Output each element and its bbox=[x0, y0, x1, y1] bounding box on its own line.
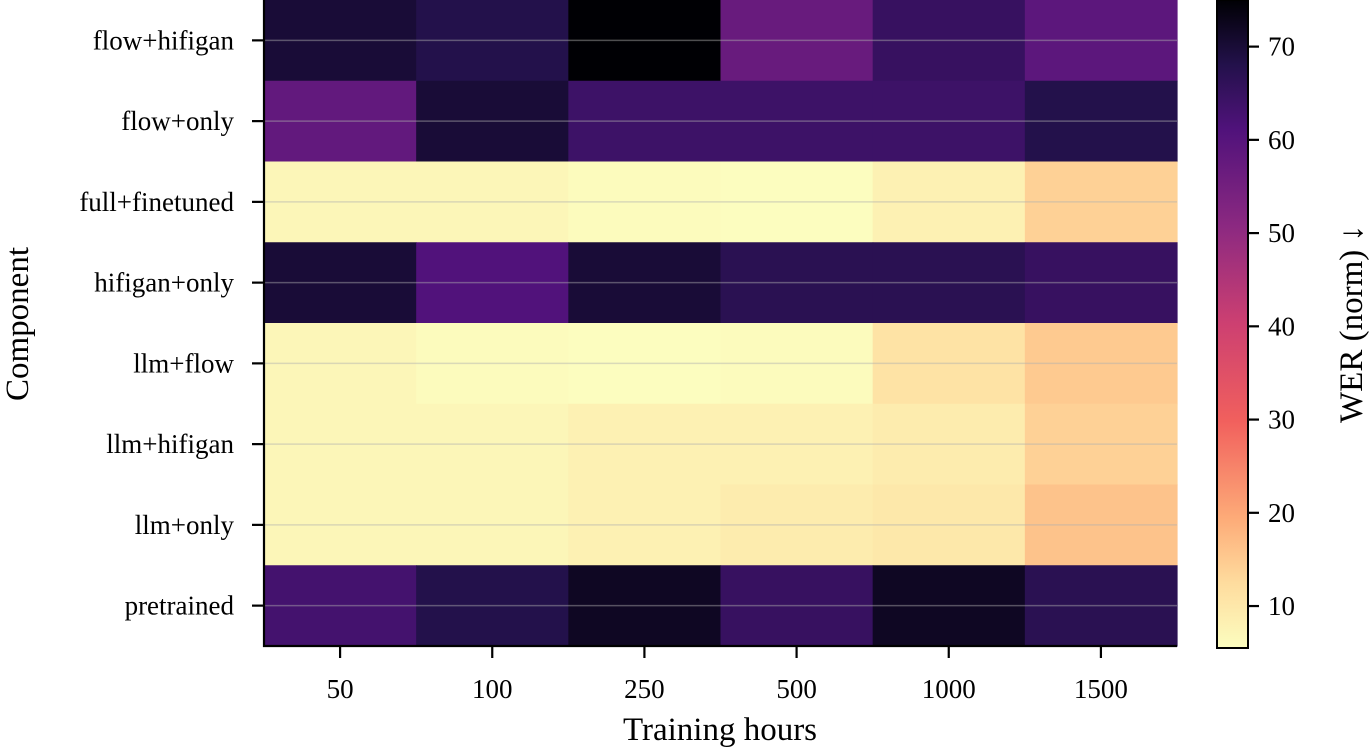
x-tick-label: 100 bbox=[472, 674, 513, 704]
x-tick-label: 1500 bbox=[1074, 674, 1128, 704]
y-tick-label: pretrained bbox=[125, 591, 235, 621]
colorbar-ticks: 10 20 30 40 50 60 70 bbox=[1248, 32, 1295, 621]
colorbar-tick-label: 50 bbox=[1268, 218, 1295, 248]
colorbar-tick-label: 60 bbox=[1268, 125, 1295, 155]
colorbar-tick-label: 30 bbox=[1268, 405, 1295, 435]
y-tick-label: hifigan+only bbox=[94, 268, 234, 298]
heatmap-cells bbox=[264, 0, 1178, 647]
y-tick-label: llm+hifigan bbox=[106, 429, 234, 459]
y-tick-label: llm+only bbox=[135, 510, 235, 540]
colorbar-tick-label: 10 bbox=[1268, 591, 1295, 621]
x-axis-title: Training hours bbox=[623, 712, 817, 748]
y-tick-label: full+finetuned bbox=[79, 187, 234, 217]
x-ticks: 50 100 250 500 1000 1500 bbox=[327, 646, 1128, 704]
y-tick-label: llm+flow bbox=[133, 348, 234, 378]
colorbar-tick-label: 20 bbox=[1268, 498, 1295, 528]
y-tick-label: flow+hifigan bbox=[93, 25, 235, 55]
x-tick-label: 1000 bbox=[922, 674, 976, 704]
colorbar bbox=[1217, 0, 1248, 648]
y-ticks: flow+hifigan flow+only full+finetuned hifig… bbox=[79, 25, 264, 620]
colorbar-tick-label: 40 bbox=[1268, 311, 1295, 341]
y-axis-title: Component bbox=[0, 247, 36, 401]
colorbar-tick-label: 70 bbox=[1268, 32, 1295, 62]
y-tick-label: flow+only bbox=[121, 106, 234, 136]
colorbar-label: WER (norm) ↓ bbox=[1334, 225, 1370, 423]
x-tick-label: 500 bbox=[776, 674, 817, 704]
x-tick-label: 250 bbox=[624, 674, 665, 704]
x-tick-label: 50 bbox=[327, 674, 354, 704]
